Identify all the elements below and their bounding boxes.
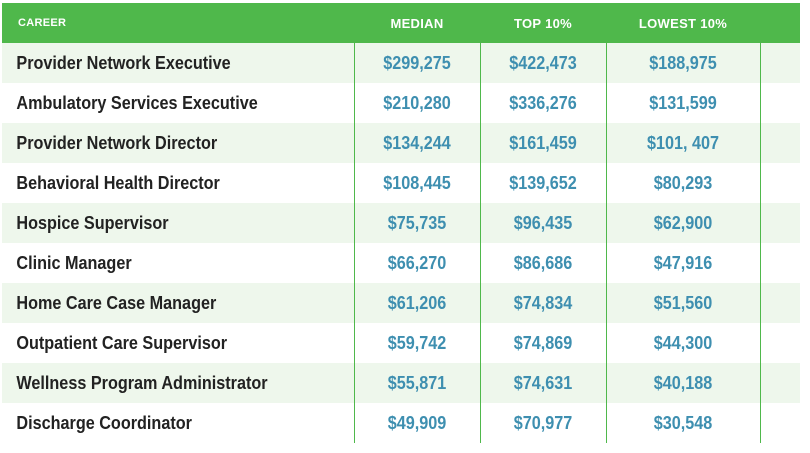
table-row: Home Care Case Manager $61,206 $74,834 $51,… xyxy=(2,283,800,323)
table-row: Discharge Coordinator $49,909 $70,977 $30,5… xyxy=(2,403,800,443)
column-header-median: MEDIAN xyxy=(390,15,444,31)
table-body: Provider Network Executive $299,275 $422,4… xyxy=(2,43,800,443)
table-header: CAREER MEDIAN TOP 10% LOWEST 10% xyxy=(2,3,800,43)
row-lowest10-value: $30,548 xyxy=(613,403,753,443)
row-top10-value: $96,435 xyxy=(485,203,600,243)
row-spacer-cell xyxy=(761,243,798,283)
row-career-name: Hospice Supervisor xyxy=(16,212,169,233)
row-median-value: $134,244 xyxy=(359,123,474,163)
row-lowest10-value: $80,293 xyxy=(613,163,753,203)
row-median-value: $59,742 xyxy=(359,323,474,363)
row-top10-value: $139,652 xyxy=(485,163,600,203)
row-spacer-cell xyxy=(761,83,798,123)
row-top10-value: $86,686 xyxy=(485,243,600,283)
row-lowest10-value: $40,188 xyxy=(613,363,753,403)
row-top10-value: $74,631 xyxy=(485,363,600,403)
row-career-name: Provider Network Director xyxy=(16,132,218,153)
table-row: Wellness Program Administrator $55,871 $74… xyxy=(2,363,800,403)
row-spacer-cell xyxy=(761,163,798,203)
row-median-value: $210,280 xyxy=(359,83,474,123)
row-spacer-cell xyxy=(761,323,798,363)
row-top10-value: $422,473 xyxy=(485,43,600,83)
row-career-name: Provider Network Executive xyxy=(16,52,231,73)
row-top10-value: $161,459 xyxy=(485,123,600,163)
row-career-name: Home Care Case Manager xyxy=(16,292,217,313)
row-median-value: $55,871 xyxy=(359,363,474,403)
row-lowest10-value: $47,916 xyxy=(613,243,753,283)
row-lowest10-value: $51,560 xyxy=(613,283,753,323)
row-top10-value: $336,276 xyxy=(485,83,600,123)
row-spacer-cell xyxy=(761,363,798,403)
row-spacer-cell xyxy=(761,403,798,443)
column-header-spacer xyxy=(760,3,800,43)
row-career-name: Ambulatory Services Executive xyxy=(16,92,258,113)
row-spacer-cell xyxy=(761,283,798,323)
row-median-value: $49,909 xyxy=(359,403,474,443)
table-row: Clinic Manager $66,270 $86,686 $47,916 xyxy=(2,243,800,283)
row-median-value: $61,206 xyxy=(359,283,474,323)
column-header-lowest10: LOWEST 10% xyxy=(638,15,728,31)
row-lowest10-value: $62,900 xyxy=(613,203,753,243)
column-header-career: CAREER xyxy=(18,17,67,29)
row-median-value: $75,735 xyxy=(359,203,474,243)
row-lowest10-value: $131,599 xyxy=(613,83,753,123)
row-median-value: $108,445 xyxy=(359,163,474,203)
row-career-name: Behavioral Health Director xyxy=(16,172,220,193)
row-lowest10-value: $101, 407 xyxy=(613,123,753,163)
salary-table: CAREER MEDIAN TOP 10% LOWEST 10% Provide… xyxy=(2,3,800,443)
row-top10-value: $74,834 xyxy=(485,283,600,323)
table-row: Provider Network Executive $299,275 $422,4… xyxy=(2,43,800,83)
table-row: Ambulatory Services Executive $210,280 $33… xyxy=(2,83,800,123)
table-row: Behavioral Health Director $108,445 $139,6… xyxy=(2,163,800,203)
row-median-value: $299,275 xyxy=(359,43,474,83)
row-career-name: Discharge Coordinator xyxy=(16,412,192,433)
row-lowest10-value: $188,975 xyxy=(613,43,753,83)
row-top10-value: $70,977 xyxy=(485,403,600,443)
row-lowest10-value: $44,300 xyxy=(613,323,753,363)
column-header-top10: TOP 10% xyxy=(514,15,572,31)
row-spacer-cell xyxy=(761,43,798,83)
row-career-name: Wellness Program Administrator xyxy=(16,372,268,393)
table-row: Outpatient Care Supervisor $59,742 $74,869… xyxy=(2,323,800,363)
row-career-name: Clinic Manager xyxy=(16,252,132,273)
header-row: CAREER MEDIAN TOP 10% LOWEST 10% xyxy=(2,3,800,43)
row-spacer-cell xyxy=(761,123,798,163)
row-top10-value: $74,869 xyxy=(485,323,600,363)
row-spacer-cell xyxy=(761,203,798,243)
table-row: Provider Network Director $134,244 $161,45… xyxy=(2,123,800,163)
row-median-value: $66,270 xyxy=(359,243,474,283)
table-row: Hospice Supervisor $75,735 $96,435 $62,900 xyxy=(2,203,800,243)
row-career-name: Outpatient Care Supervisor xyxy=(16,332,228,353)
